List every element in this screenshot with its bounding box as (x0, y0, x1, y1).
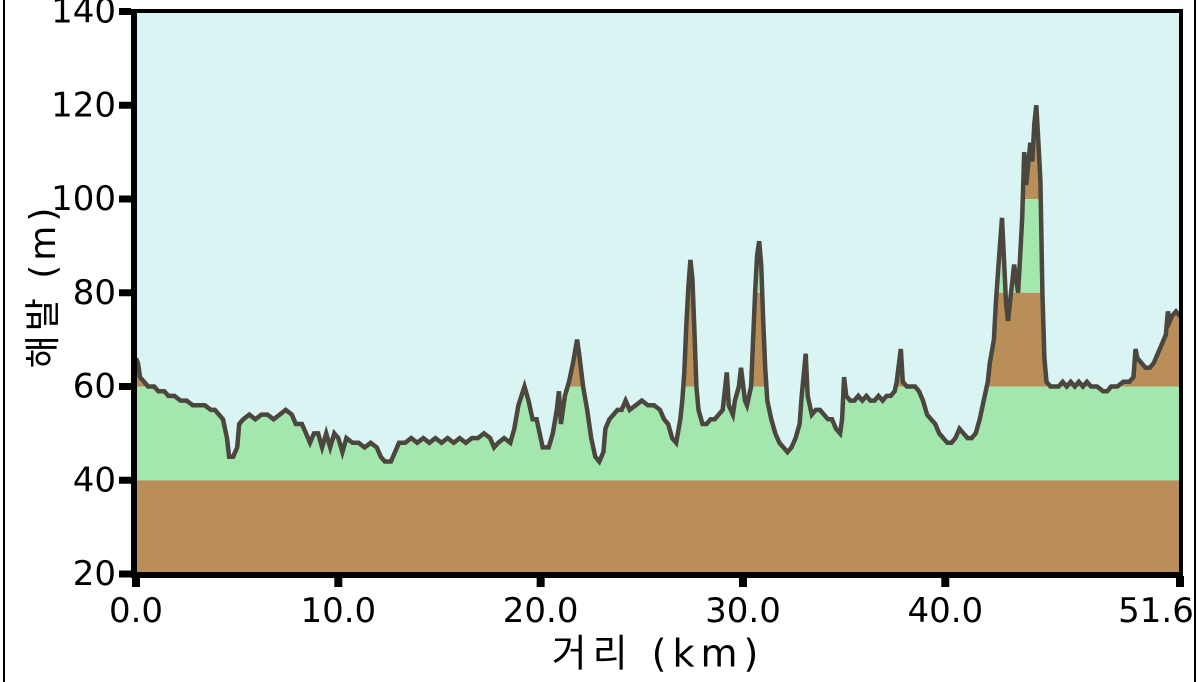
y-tick-mark (119, 383, 131, 390)
x-tick-label: 40.0 (907, 591, 983, 631)
x-tick-mark (941, 576, 950, 587)
y-tick-mark (119, 101, 131, 109)
image-border-right (1194, 0, 1196, 682)
y-tick-label: 20 (73, 554, 116, 594)
elevation-profile-line (133, 105, 1182, 466)
x-axis-line (131, 572, 1183, 578)
x-tick-label: 0.0 (109, 591, 163, 631)
x-tick-mark (536, 576, 545, 587)
y-tick-mark (119, 8, 131, 15)
x-tick-label: 30.0 (705, 591, 781, 631)
x-tick-label: 10.0 (300, 591, 376, 631)
y-tick-mark (119, 195, 131, 203)
y-tick-label: 80 (73, 273, 116, 313)
y-tick-label: 140 (51, 0, 116, 32)
x-axis-title: 거리 (km) (551, 631, 765, 676)
plot-border-top (131, 9, 1183, 13)
x-tick-mark (738, 576, 747, 587)
x-tick-mark (132, 576, 140, 587)
y-tick-label: 60 (73, 367, 116, 407)
y-tick-label: 120 (51, 85, 116, 125)
y-tick-label: 40 (73, 460, 116, 500)
y-tick-mark (119, 570, 131, 578)
y-axis-line (131, 9, 137, 578)
y-tick-mark (119, 289, 131, 297)
elevation-band (136, 480, 1180, 574)
plot-border-right (1179, 9, 1183, 578)
x-tick-label: 51.6 (1118, 591, 1194, 631)
y-tick-mark (119, 476, 131, 484)
image-border-left (3, 0, 5, 682)
x-tick-label: 20.0 (503, 591, 579, 631)
y-tick-label: 100 (51, 179, 116, 219)
x-tick-mark (334, 576, 343, 587)
y-axis-title: 해발 (m) (23, 203, 64, 369)
x-tick-mark (1176, 576, 1184, 587)
